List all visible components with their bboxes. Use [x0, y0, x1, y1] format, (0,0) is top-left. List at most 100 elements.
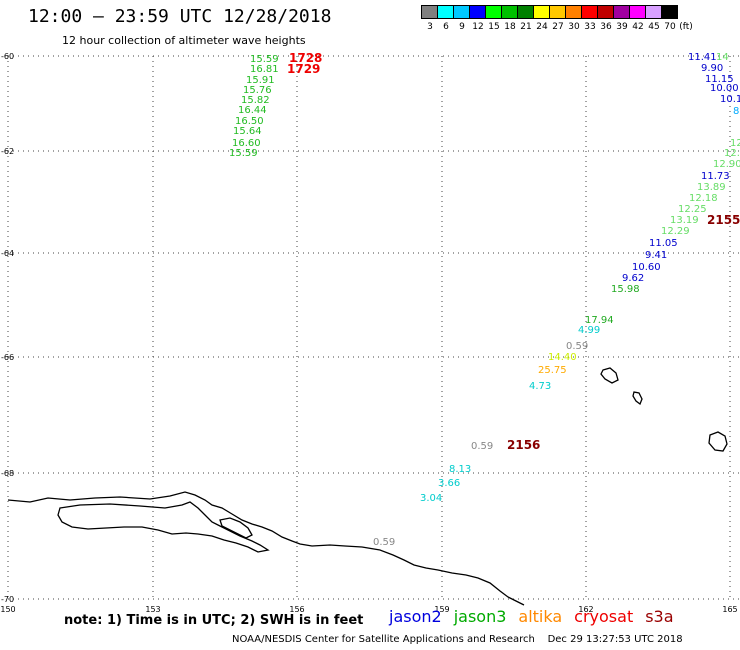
wave-height-reading: 0.59 [471, 441, 493, 452]
island-1 [600, 367, 619, 384]
legend-label: (ft) [679, 22, 693, 32]
wave-height-reading: 16.50 [235, 116, 264, 127]
wave-height-reading: 14.40 [548, 352, 577, 363]
wave-height-reading: 9.41 [645, 250, 667, 261]
legend-label: 24 [536, 22, 548, 32]
wave-height-reading: 9.62 [622, 273, 644, 284]
latitude-label: -70 [1, 595, 14, 604]
legend-label: 45 [648, 22, 660, 32]
latitude-label: -62 [1, 147, 14, 156]
wave-height-reading: 0.59 [566, 341, 588, 352]
legend-label: 36 [600, 22, 612, 32]
legend-label: 39 [616, 22, 628, 32]
wave-height-reading: 1729 [287, 62, 320, 76]
credit-text: NOAA/NESDIS Center for Satellite Applica… [232, 634, 535, 645]
legend-label: 6 [443, 22, 449, 32]
timestamp-text: Dec 29 13:27:53 UTC 2018 [547, 634, 683, 645]
wave-height-reading: 16.44 [238, 105, 267, 116]
legend-label: 42 [632, 22, 644, 32]
wave-height-reading: 2156 [507, 438, 540, 452]
wave-height-reading: 15.91 [246, 75, 275, 86]
legend-label: 30 [568, 22, 580, 32]
longitude-label: 153 [145, 605, 160, 614]
satellite-jason3: jason3 [453, 607, 507, 626]
legend-label: 3 [427, 22, 433, 32]
wave-height-reading: 8 [733, 106, 739, 117]
wave-height-reading: 16.81 [250, 64, 279, 75]
wave-height-reading: 2155 [707, 213, 740, 227]
altimeter-observations: 15.5916.8115.9115.7615.8216.4416.5015.64… [229, 51, 740, 548]
wave-height-reading: 10.60 [632, 262, 661, 273]
wave-height-reading: 17.94 [585, 315, 614, 326]
latitude-label: -68 [1, 469, 14, 478]
latitude-label: -66 [1, 353, 14, 362]
map-title: 12:00 – 23:59 UTC 12/28/2018 [28, 6, 332, 27]
wave-height-reading: 8.13 [449, 464, 471, 475]
antarctic-coastline [7, 491, 525, 606]
longitude-label: 162 [578, 605, 593, 614]
color-legend [421, 5, 678, 19]
wave-height-reading: 16.60 [232, 138, 261, 149]
wave-height-reading: 15.76 [243, 85, 272, 96]
wave-height-reading: 11.41 [688, 52, 717, 63]
legend-label: 33 [584, 22, 596, 32]
wave-height-reading: 15.64 [233, 126, 262, 137]
color-legend-labels: 3 6 9 12 15 18 21 24 27 30 33 36 39 42 45 70 (ft) [422, 22, 694, 32]
wave-height-reading: 11.05 [649, 238, 678, 249]
coastline [7, 367, 728, 606]
coast-inner-outline [57, 501, 270, 553]
wave-height-reading: 0.59 [373, 537, 395, 548]
legend-label: 12 [472, 22, 484, 32]
satellite-jason2: jason2 [389, 607, 442, 626]
map-subtitle: 12 hour collection of altimeter wave hei… [62, 34, 306, 47]
wave-height-reading: 15.82 [241, 95, 270, 106]
legend-label: 21 [520, 22, 532, 32]
legend-label: 18 [504, 22, 516, 32]
map-note: note: 1) Time is in UTC; 2) SWH is in fe… [64, 613, 364, 628]
wave-height-reading: 4.73 [529, 381, 551, 392]
wave-height-reading: 12. [724, 148, 740, 159]
longitude-label: 165 [722, 605, 737, 614]
lat-lon-grid [7, 55, 740, 600]
wave-height-reading: 10.1 [720, 94, 740, 105]
longitude-label: 156 [289, 605, 304, 614]
satellite-s3a: s3a [645, 607, 674, 626]
legend-label: 15 [488, 22, 500, 32]
longitude-label: 159 [434, 605, 449, 614]
wave-height-reading: 12 [730, 138, 740, 149]
legend-label: 9 [459, 22, 465, 32]
wave-height-reading: 15.59 [250, 54, 279, 65]
map-footer: NOAA/NESDIS Center for Satellite Applica… [232, 634, 683, 645]
coast-peninsula [219, 517, 253, 539]
wave-height-reading: 15.59 [229, 148, 258, 159]
latitude-label: -64 [1, 249, 14, 258]
wave-height-reading: 10.00 [710, 83, 739, 94]
legend-label: 27 [552, 22, 564, 32]
wave-height-reading: 12.90 [713, 159, 740, 170]
wave-height-reading: 14 [716, 52, 729, 63]
legend-label: 70 [664, 22, 676, 32]
wave-height-reading: 11.15 [705, 74, 734, 85]
island-3 [708, 431, 728, 452]
wave-height-reading: 11.73 [701, 171, 730, 182]
wave-height-reading: 1728 [289, 51, 322, 65]
longitude-label: 150 [0, 605, 15, 614]
wave-height-reading: 25.75 [538, 365, 567, 376]
wave-height-reading: 4.99 [578, 325, 600, 336]
wave-height-reading: 15.98 [611, 284, 640, 295]
wave-height-reading: 13.19 [670, 215, 699, 226]
wave-height-reading: 12.29 [661, 226, 690, 237]
legend-swatch [661, 5, 678, 19]
island-2 [632, 391, 643, 406]
wave-height-reading: 13.89 [697, 182, 726, 193]
wave-height-reading: 3.04 [420, 493, 442, 504]
satellite-cryosat: cryosat [574, 607, 634, 626]
wave-height-reading: 12.18 [689, 193, 718, 204]
wave-height-reading: 12.25 [678, 204, 707, 215]
satellite-legend: jason2 jason3 altika cryosat s3a [389, 607, 686, 626]
satellite-altika: altika [518, 607, 563, 626]
wave-height-reading: 3.66 [438, 478, 460, 489]
latitude-label: -60 [1, 52, 14, 61]
